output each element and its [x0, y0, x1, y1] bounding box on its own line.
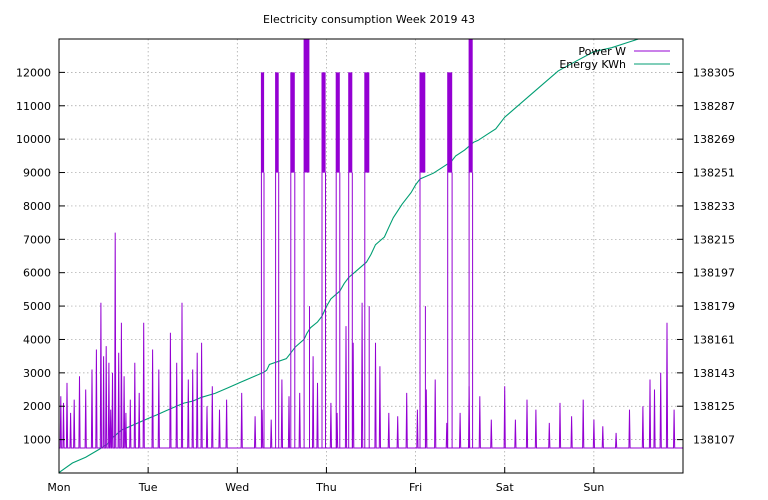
- legend-label-power: Power W: [578, 45, 626, 58]
- y-right-tick-label: 138161: [693, 333, 735, 346]
- y-right-tick-label: 138143: [693, 367, 735, 380]
- power-pulse: [348, 72, 353, 448]
- legend-label-energy: Energy KWh: [559, 58, 626, 71]
- power-pulse: [303, 39, 310, 448]
- y-left-tick-label: 3000: [23, 367, 51, 380]
- power-pulse-block: [469, 39, 473, 173]
- power-pulse-block: [261, 72, 265, 173]
- y-left-tick-label: 10000: [16, 133, 51, 146]
- chart-title: Electricity consumption Week 2019 43: [263, 13, 475, 26]
- x-tick-label: Tue: [138, 481, 158, 494]
- power-pulse: [419, 72, 426, 448]
- y-right-tick-label: 138287: [693, 100, 735, 113]
- y-right-tick-label: 138269: [693, 133, 735, 146]
- power-pulse: [364, 72, 370, 448]
- y-left-tick-label: 7000: [23, 233, 51, 246]
- power-pulse-block: [322, 72, 326, 173]
- y-right-tick-label: 138215: [693, 233, 735, 246]
- y-left-tick-label: 9000: [23, 167, 51, 180]
- y-left-tick-label: 12000: [16, 66, 51, 79]
- y-right-tick-label: 138233: [693, 200, 735, 213]
- power-pulse: [468, 39, 474, 448]
- x-tick-label: Fri: [409, 481, 422, 494]
- plot-frame: [58, 38, 684, 474]
- y-left-tick-label: 4000: [23, 333, 51, 346]
- x-tick-label: Sun: [583, 481, 604, 494]
- x-tick-label: Wed: [225, 481, 249, 494]
- power-pulse-block: [447, 72, 453, 173]
- y-right-tick-label: 138305: [693, 66, 735, 79]
- y-right-tick-label: 138179: [693, 300, 735, 313]
- power-pulse-block: [364, 72, 370, 173]
- legend: Power W Energy KWh: [559, 45, 670, 71]
- y-left-tick-label: 11000: [16, 100, 51, 113]
- power-line: [59, 232, 683, 449]
- power-pulse: [260, 72, 265, 448]
- grid-lines: [59, 39, 683, 473]
- y-left-tick-label: 1000: [23, 434, 51, 447]
- y-right-tick-label: 138107: [693, 434, 735, 447]
- power-pulse: [335, 72, 341, 448]
- power-pulse: [321, 72, 326, 448]
- y-left-tick-label: 8000: [23, 200, 51, 213]
- power-pulse-block: [348, 72, 353, 173]
- y-left-tick-label: 5000: [23, 300, 51, 313]
- y-left-tick-label: 6000: [23, 267, 51, 280]
- power-pulse: [447, 72, 453, 448]
- x-tick-label: Thu: [315, 481, 337, 494]
- power-pulse-block: [275, 72, 279, 173]
- power-series: [59, 39, 683, 449]
- power-pulse-block: [336, 72, 340, 173]
- power-pulse-block: [304, 39, 310, 173]
- power-pulse: [275, 72, 280, 448]
- x-tick-label: Mon: [47, 481, 70, 494]
- y-right-tick-label: 138125: [693, 400, 735, 413]
- y-right-tick-label: 138251: [693, 167, 735, 180]
- axis-ticks: 1000 138107 2000 138125 3000 138143 4000 138161…: [16, 66, 735, 494]
- x-tick-label: Sat: [496, 481, 515, 494]
- power-pulse-block: [290, 72, 295, 173]
- y-left-tick-label: 2000: [23, 400, 51, 413]
- power-pulse-block: [420, 72, 426, 173]
- power-pulse: [290, 72, 296, 448]
- y-right-tick-label: 138197: [693, 267, 735, 280]
